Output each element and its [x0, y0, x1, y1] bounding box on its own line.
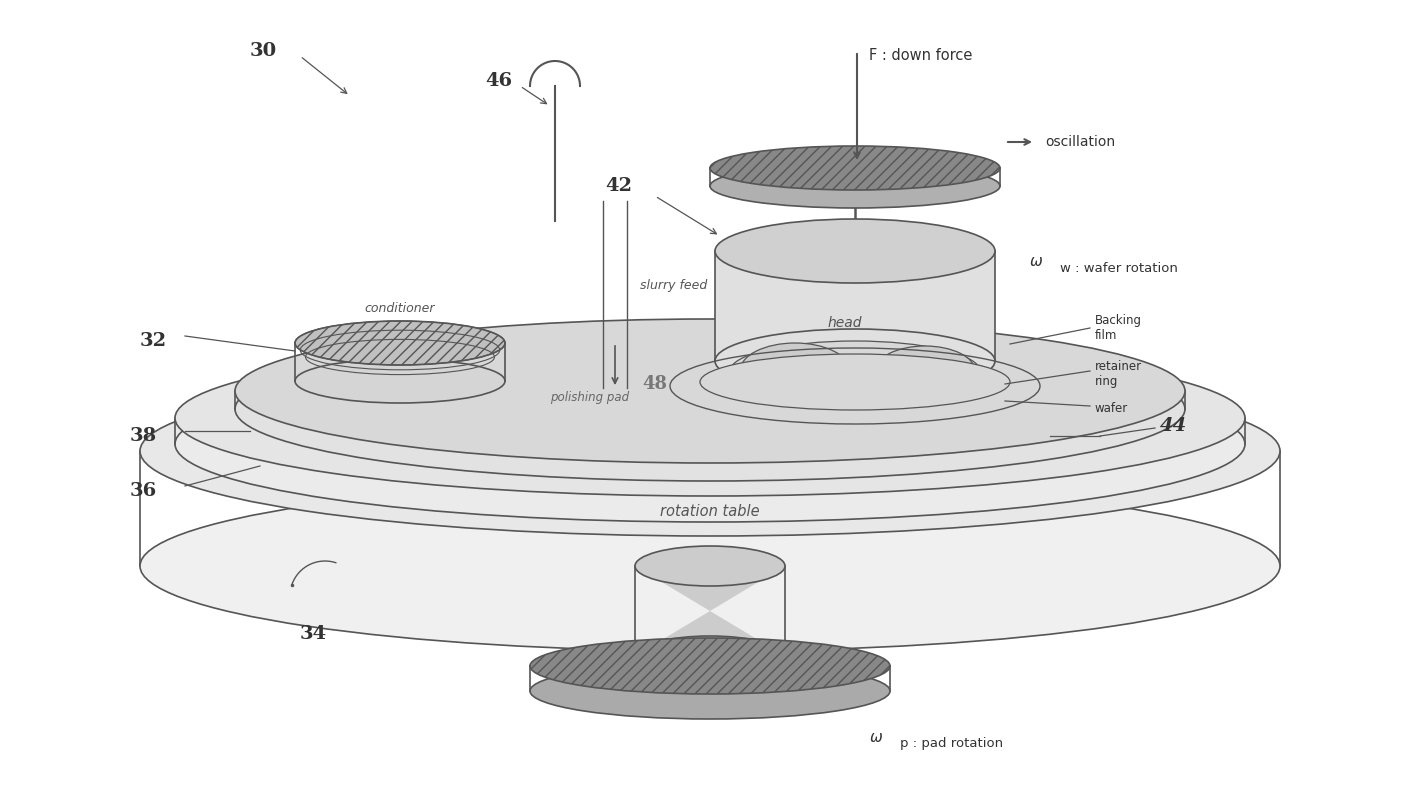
Ellipse shape [295, 359, 505, 403]
Ellipse shape [236, 319, 1185, 463]
Polygon shape [635, 566, 785, 656]
Text: wafer: wafer [1095, 401, 1129, 414]
Text: conditioner: conditioner [365, 302, 435, 315]
Text: 30: 30 [250, 42, 277, 60]
Ellipse shape [739, 343, 849, 399]
Polygon shape [140, 451, 1280, 566]
Text: 38: 38 [130, 427, 157, 445]
Text: 34: 34 [301, 625, 327, 643]
Text: ω: ω [871, 730, 883, 746]
Text: 48: 48 [642, 375, 667, 393]
Ellipse shape [715, 329, 995, 393]
Ellipse shape [635, 636, 785, 676]
Ellipse shape [710, 164, 1000, 208]
Text: p : pad rotation: p : pad rotation [900, 737, 1003, 750]
Text: head: head [828, 316, 862, 330]
Text: polishing pad: polishing pad [550, 392, 629, 405]
Polygon shape [710, 164, 1000, 190]
Ellipse shape [175, 340, 1245, 496]
Ellipse shape [875, 346, 975, 396]
Text: w : wafer rotation: w : wafer rotation [1060, 261, 1178, 275]
Ellipse shape [729, 341, 981, 401]
Text: ω: ω [1030, 254, 1043, 268]
Text: Backing
film: Backing film [1095, 314, 1141, 342]
Ellipse shape [715, 219, 995, 283]
Text: 44: 44 [1160, 417, 1187, 435]
Ellipse shape [635, 546, 785, 586]
Ellipse shape [710, 146, 1000, 190]
Polygon shape [236, 337, 1185, 463]
Ellipse shape [531, 663, 890, 719]
Ellipse shape [140, 366, 1280, 536]
Ellipse shape [295, 321, 505, 365]
Text: F : down force: F : down force [869, 48, 972, 64]
Ellipse shape [531, 638, 890, 694]
Ellipse shape [700, 354, 1010, 410]
Text: 46: 46 [485, 72, 512, 90]
Text: oscillation: oscillation [1046, 135, 1115, 149]
Ellipse shape [140, 481, 1280, 651]
Polygon shape [715, 251, 995, 361]
Polygon shape [531, 663, 890, 694]
Text: rotation table: rotation table [660, 504, 759, 518]
Polygon shape [175, 366, 1245, 496]
Polygon shape [295, 343, 505, 381]
Ellipse shape [175, 366, 1245, 522]
Text: slurry feed: slurry feed [641, 280, 707, 293]
Ellipse shape [236, 337, 1185, 481]
Text: 36: 36 [130, 482, 157, 500]
Text: retainer
ring: retainer ring [1095, 360, 1141, 388]
Text: 42: 42 [605, 177, 632, 195]
Text: 32: 32 [140, 332, 166, 350]
